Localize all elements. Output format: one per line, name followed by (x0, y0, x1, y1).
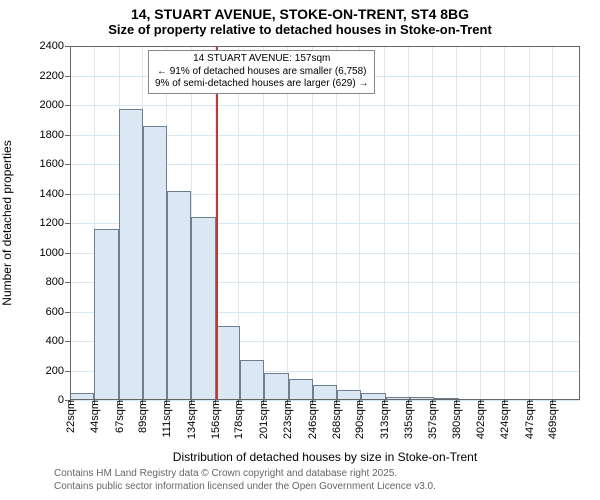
y-tick-label: 800 (46, 276, 70, 288)
histogram-bar (289, 379, 313, 400)
y-tick-label: 1400 (40, 188, 70, 200)
histogram-bar (119, 109, 143, 400)
y-tick-label: 2400 (40, 40, 70, 52)
plot-area: 0200400600800100012001400160018002000220… (70, 46, 580, 400)
x-tick-label: 469sqm (545, 400, 559, 439)
annotation-line-1: 14 STUART AVENUE: 157sqm (155, 53, 368, 66)
footer-line-1: Contains HM Land Registry data © Crown c… (54, 468, 436, 481)
histogram-bar (191, 217, 215, 400)
chart-subtitle: Size of property relative to detached ho… (0, 22, 600, 41)
license-footer: Contains HM Land Registry data © Crown c… (54, 468, 436, 493)
y-tick-label: 600 (46, 306, 70, 318)
x-tick-label: 424sqm (497, 400, 511, 439)
histogram-bar (240, 360, 264, 400)
histogram-bar (556, 399, 580, 400)
histogram-bar (70, 393, 94, 400)
histogram-bar (94, 229, 118, 400)
chart-container: 14, STUART AVENUE, STOKE-ON-TRENT, ST4 8… (0, 0, 600, 500)
footer-line-2: Contains public sector information licen… (54, 481, 436, 494)
annotation-line-2: ← 91% of detached houses are smaller (6,… (155, 66, 368, 79)
chart-title: 14, STUART AVENUE, STOKE-ON-TRENT, ST4 8… (0, 0, 600, 22)
x-tick-label: 447sqm (522, 400, 536, 439)
y-tick-label: 1800 (40, 129, 70, 141)
x-tick-label: 268sqm (329, 400, 343, 439)
y-tick-label: 1600 (40, 158, 70, 170)
x-tick-label: 335sqm (401, 400, 415, 439)
y-tick-label: 2200 (40, 70, 70, 82)
y-tick-label: 400 (46, 335, 70, 347)
histogram-bar (313, 385, 337, 400)
histogram-bar (216, 326, 240, 400)
y-tick-label: 1200 (40, 217, 70, 229)
x-tick-label: 156sqm (208, 400, 222, 439)
annotation-line-3: 9% of semi-detached houses are larger (6… (155, 78, 368, 91)
x-axis-label: Distribution of detached houses by size … (173, 450, 477, 464)
histogram-bar (361, 393, 385, 400)
histogram-bar (143, 126, 167, 400)
x-tick-label: 178sqm (231, 400, 245, 439)
x-tick-label: 89sqm (135, 400, 149, 433)
x-tick-label: 402sqm (473, 400, 487, 439)
x-tick-label: 134sqm (184, 400, 198, 439)
x-tick-label: 313sqm (377, 400, 391, 439)
x-tick-label: 44sqm (87, 400, 101, 433)
annotation-box: 14 STUART AVENUE: 157sqm ← 91% of detach… (148, 50, 375, 94)
x-tick-label: 67sqm (112, 400, 126, 433)
y-tick-label: 1000 (40, 247, 70, 259)
histogram-bar (167, 191, 191, 400)
x-tick-label: 246sqm (305, 400, 319, 439)
x-tick-label: 22sqm (63, 400, 77, 433)
x-tick-label: 357sqm (425, 400, 439, 439)
y-tick-label: 200 (46, 365, 70, 377)
x-tick-label: 201sqm (256, 400, 270, 439)
y-axis-label: Number of detached properties (0, 140, 14, 305)
reference-line (216, 46, 218, 400)
x-tick-label: 380sqm (449, 400, 463, 439)
x-tick-label: 290sqm (352, 400, 366, 439)
x-tick-label: 111sqm (159, 400, 173, 438)
x-tick-label: 223sqm (280, 400, 294, 439)
histogram-bar (337, 390, 361, 400)
histogram-bar (264, 373, 288, 400)
y-tick-label: 2000 (40, 99, 70, 111)
